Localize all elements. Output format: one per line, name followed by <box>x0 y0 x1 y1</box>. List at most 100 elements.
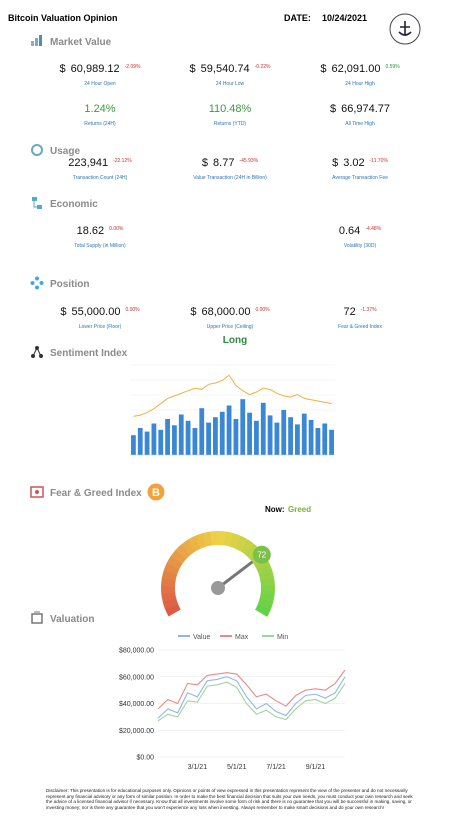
stat: $60,989.12 -2.09% 24 Hour Open <box>35 63 165 87</box>
stat-value: 3.02 <box>343 157 365 169</box>
stat: 72 -1.37% Fear & Greed Index <box>295 306 425 330</box>
change: -0.22% <box>254 64 271 70</box>
icon <box>32 197 42 209</box>
legend-label: Max <box>235 634 249 641</box>
stat-value-line: 18.62 0.00% <box>35 225 165 237</box>
stat-label: Lower Price (Floor) <box>78 324 122 330</box>
gauge-arc <box>163 562 180 575</box>
gauge-arc <box>257 598 274 610</box>
change: -45.93% <box>239 158 259 164</box>
line <box>157 681 346 722</box>
line <box>157 676 346 719</box>
stat-value: 223,941 <box>68 157 109 169</box>
bar <box>178 414 184 455</box>
y-tick-label: $60,000.00 <box>119 674 154 681</box>
stat-value: 18.62 <box>76 225 105 237</box>
change: 0.59% <box>385 64 400 70</box>
bar <box>281 410 287 455</box>
bar <box>329 429 334 455</box>
stat-label: 24 Hour Low <box>215 81 245 87</box>
bar <box>315 428 321 455</box>
bar <box>247 412 252 455</box>
stat: $59,540.74 -0.22% 24 Hour Low <box>165 63 295 87</box>
stat-value: 66,974.77 <box>341 103 391 115</box>
legend-label: Value <box>193 634 210 641</box>
bar <box>219 411 225 455</box>
change: -2.09% <box>124 64 141 70</box>
bar <box>172 425 177 455</box>
x-tick-label: 7/1/21 <box>266 764 286 771</box>
hub <box>211 581 225 595</box>
gauge-arc <box>161 592 177 602</box>
stat: $66,974.77 All Time High <box>295 103 425 127</box>
gauge-arc <box>255 603 271 617</box>
section-title: Economic <box>50 199 98 210</box>
bar <box>137 428 143 455</box>
disclaimer: Disclaimer: This presentation is for edu… <box>46 788 413 810</box>
now-label: Now: <box>265 505 285 514</box>
stat: $55,000.00 0.00% Lower Price (Floor) <box>35 306 165 330</box>
line <box>133 374 332 417</box>
stat-value-line: $55,000.00 0.00% <box>35 306 165 318</box>
gauge-arc <box>256 563 273 576</box>
gauge-arc <box>240 539 255 556</box>
svg-text:B: B <box>152 487 160 499</box>
stat: $68,000.00 0.00% Upper Price (Ceiling) <box>165 306 295 330</box>
stat-label: 24 Hour High <box>345 81 375 87</box>
currency: $ <box>320 63 327 75</box>
date-label: DATE: <box>284 13 311 23</box>
stat-value: 0.64 <box>338 225 361 237</box>
currency: $ <box>59 63 66 75</box>
bar <box>226 405 232 455</box>
gauge-arc <box>170 549 187 565</box>
stat-value-line: $60,989.12 -2.09% <box>35 63 165 75</box>
stat: $62,091.00 0.59% 24 Hour High <box>295 63 425 87</box>
x-tick-label: 3/1/21 <box>188 764 208 771</box>
stat-label: Volatility (30D) <box>343 243 377 249</box>
y-tick-label: $20,000.00 <box>119 728 154 735</box>
stat: 0.64 -4.48% Volatility (30D) <box>295 225 425 249</box>
currency: $ <box>189 63 196 75</box>
bar <box>185 420 191 455</box>
section-title: Position <box>50 279 90 290</box>
currency: $ <box>201 157 209 169</box>
stat-value: 1.24% <box>84 103 116 115</box>
stat-value-line: $59,540.74 -0.22% <box>165 63 295 75</box>
gauge-arc <box>217 531 227 546</box>
icon <box>31 611 43 624</box>
bar <box>199 408 205 455</box>
bar <box>151 423 157 455</box>
section-title: Market Value <box>50 37 112 48</box>
change: -11.70% <box>369 158 388 164</box>
bar <box>206 422 211 455</box>
bar <box>322 423 328 455</box>
stat: 1.24% Returns (24H) <box>35 103 165 127</box>
bar <box>288 417 293 455</box>
stat: 18.62 0.00% Total Supply (in Million) <box>35 225 165 249</box>
value-bubble <box>252 545 271 564</box>
gauge-arc <box>187 535 201 552</box>
change: -22.12% <box>113 158 132 164</box>
bar <box>144 431 150 455</box>
bar <box>192 428 198 455</box>
y-tick-label: $80,000.00 <box>119 648 154 655</box>
stat-value-line: $3.02 -11.70% <box>295 157 425 169</box>
currency: $ <box>329 103 337 115</box>
section-title: Sentiment Index <box>50 348 128 359</box>
icon <box>31 35 42 46</box>
legend-label: Min <box>277 634 288 641</box>
change: -4.48% <box>365 226 382 232</box>
gauge-arc <box>181 539 196 556</box>
stat: 110.48% Returns (YTD) <box>165 103 295 127</box>
stat-value-line: 72 -1.37% <box>295 306 425 318</box>
stat-value-line: 223,941 -22.12% <box>35 157 165 169</box>
gauge-arc <box>259 592 275 603</box>
stat-value-line: $66,974.77 <box>295 103 425 115</box>
gauge-arc <box>260 578 275 587</box>
stat-value: 68,000.00 <box>201 306 251 318</box>
stat-value: 62,091.00 <box>331 63 381 75</box>
stat-value: 110.48% <box>208 103 252 115</box>
change: -1.37% <box>360 307 377 313</box>
currency: $ <box>332 157 339 169</box>
